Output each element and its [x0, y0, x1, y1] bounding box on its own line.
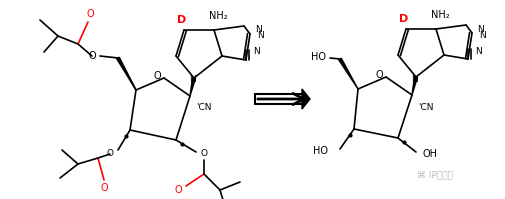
Polygon shape — [117, 57, 136, 90]
Text: D: D — [177, 15, 187, 25]
Text: N: N — [189, 75, 195, 85]
Text: O: O — [153, 71, 161, 81]
Text: N: N — [255, 25, 262, 34]
Text: O: O — [375, 70, 383, 80]
Polygon shape — [339, 58, 358, 89]
Text: NH₂: NH₂ — [431, 10, 449, 20]
Text: N: N — [475, 47, 481, 56]
Text: HO: HO — [311, 52, 326, 62]
Text: O: O — [107, 149, 114, 158]
Text: O: O — [174, 185, 182, 195]
Text: N: N — [252, 48, 260, 57]
Text: O: O — [100, 183, 108, 193]
Text: OH: OH — [423, 149, 437, 159]
Text: HO: HO — [313, 146, 328, 156]
Text: O: O — [88, 51, 96, 61]
Polygon shape — [412, 77, 418, 95]
Text: NH₂: NH₂ — [209, 11, 227, 21]
Text: 'CN: 'CN — [418, 102, 434, 111]
Text: O: O — [200, 149, 208, 158]
Text: N: N — [257, 31, 264, 41]
Polygon shape — [302, 89, 310, 109]
Text: D: D — [399, 14, 409, 24]
Text: N: N — [479, 30, 485, 39]
Text: N: N — [411, 74, 417, 84]
Text: 'CN: 'CN — [196, 103, 212, 112]
Polygon shape — [190, 78, 195, 96]
Text: ⌘ IP十倍股: ⌘ IP十倍股 — [417, 171, 453, 179]
Text: N: N — [477, 24, 483, 33]
Text: O: O — [86, 9, 94, 19]
